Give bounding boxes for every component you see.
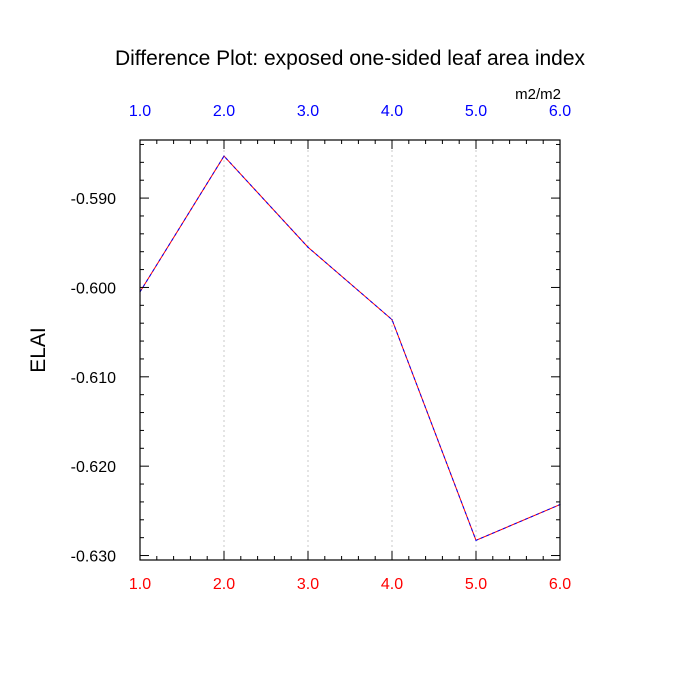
grid [223, 140, 477, 560]
x-tick-label-top: 6.0 [549, 103, 571, 120]
x-tick-label-top: 3.0 [297, 103, 319, 120]
y-tick-label: -0.600 [71, 280, 116, 297]
x-tick-label-top: 4.0 [381, 103, 403, 120]
y-tick-label: -0.620 [71, 459, 116, 476]
x-tick-label-bottom: 6.0 [549, 576, 571, 593]
data-point [307, 246, 309, 248]
y-axis-label: ELAI [27, 327, 50, 373]
data-point [391, 319, 393, 321]
x-tick-label-bottom: 1.0 [129, 576, 151, 593]
x-tick-label-bottom: 2.0 [213, 576, 235, 593]
y-tick-label: -0.630 [71, 549, 116, 566]
x-tick-label-bottom: 3.0 [297, 576, 319, 593]
x-tick-label-top: 5.0 [465, 103, 487, 120]
series-line-dash [139, 155, 561, 542]
x-tick-label-top: 1.0 [129, 103, 151, 120]
series-line [139, 155, 561, 542]
x-tick-label-top: 2.0 [213, 103, 235, 120]
chart-title: Difference Plot: exposed one-sided leaf … [115, 47, 586, 70]
y-tick-label: -0.610 [71, 370, 116, 387]
tick-labels: 1.0 1.0 2.0 2.0 3.0 3.0 4.0 4.0 5.0 5.0 6.0 6.0 -0.5… [71, 103, 572, 593]
data-point [223, 155, 225, 157]
data-point [475, 539, 477, 541]
units-label: m2/m2 [515, 86, 561, 103]
x-tick-label-bottom: 5.0 [465, 576, 487, 593]
series-layer [139, 155, 561, 542]
x-tick-label-bottom: 4.0 [381, 576, 403, 593]
ticks [139, 140, 561, 560]
y-tick-label: -0.590 [71, 191, 116, 208]
plot-frame [139, 139, 561, 561]
